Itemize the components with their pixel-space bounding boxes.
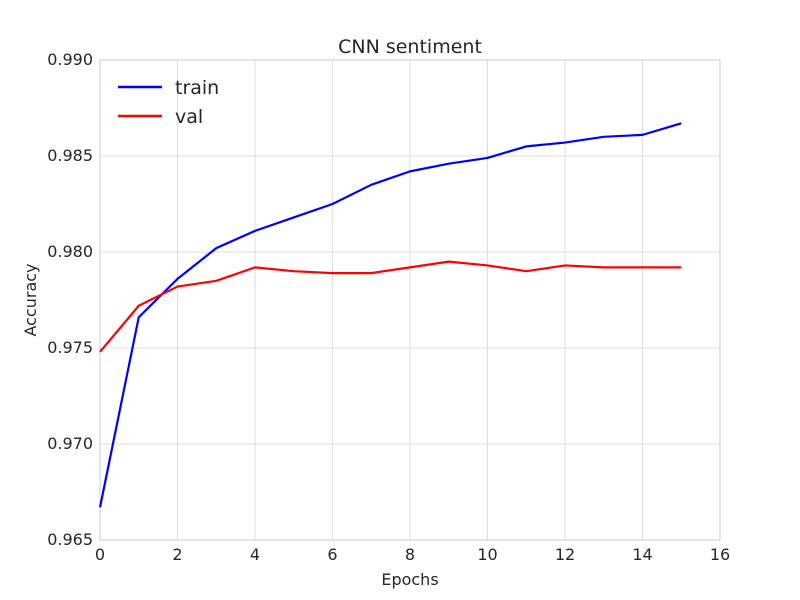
y-tick-label: 0.975 [47, 338, 93, 357]
x-axis-label: Epochs [381, 570, 438, 589]
x-tick-label: 0 [95, 545, 105, 564]
legend: train val [118, 77, 219, 128]
x-tick-label: 12 [555, 545, 575, 564]
x-tick-label: 6 [327, 545, 337, 564]
y-tick-label: 0.970 [47, 434, 93, 453]
series-lines [98, 122, 682, 508]
y-tick-label: 0.985 [47, 146, 93, 165]
y-tick-label: 0.990 [47, 50, 93, 69]
x-tick-label: 2 [172, 545, 182, 564]
y-tick-label: 0.980 [47, 242, 93, 261]
y-tick-labels: 0.965 0.970 0.975 0.980 0.985 0.990 [47, 50, 93, 549]
x-tick-label: 8 [405, 545, 415, 564]
x-tick-label: 10 [477, 545, 497, 564]
chart-title: CNN sentiment [338, 36, 482, 58]
x-tick-label: 4 [250, 545, 260, 564]
y-axis-label: Accuracy [21, 263, 40, 336]
x-tick-labels: 0 2 4 6 8 10 12 14 16 [95, 545, 730, 564]
series-line-train [98, 122, 682, 508]
legend-label-train: train [175, 77, 219, 99]
grid [99, 59, 721, 541]
y-tick-label: 0.965 [47, 530, 93, 549]
plot-frame [99, 59, 721, 541]
series-line-val [99, 260, 682, 353]
x-tick-label: 16 [710, 545, 730, 564]
x-tick-label: 14 [632, 545, 652, 564]
legend-label-val: val [175, 106, 203, 128]
